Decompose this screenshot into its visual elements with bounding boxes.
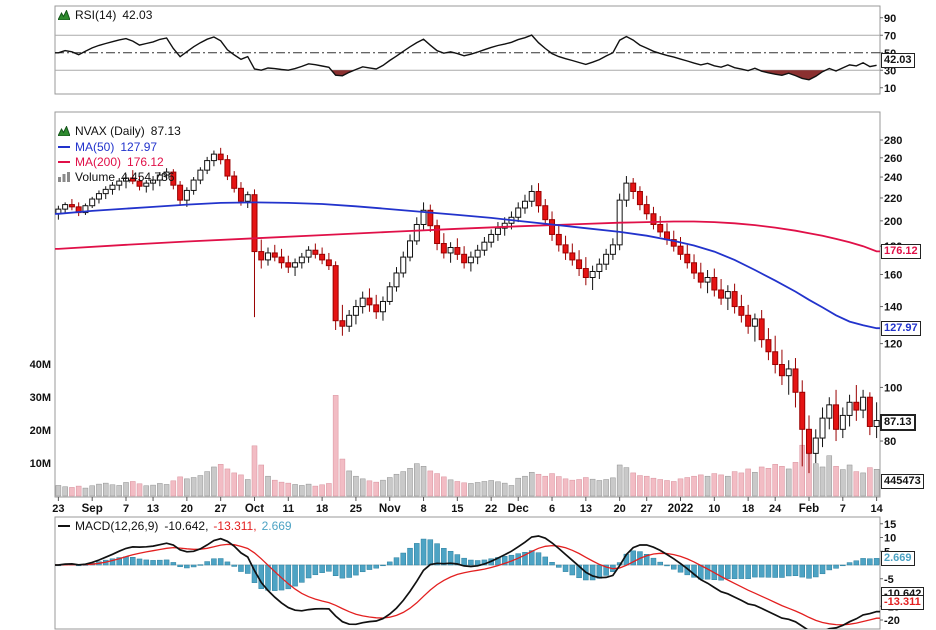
svg-text:11: 11 — [282, 503, 294, 515]
volume-axis-labels: 40M 30M 20M 10M — [30, 359, 51, 470]
svg-text:Nov: Nov — [379, 503, 401, 515]
svg-text:120: 120 — [884, 339, 902, 351]
svg-text:30M: 30M — [30, 392, 51, 404]
volume-box: 445473 — [881, 474, 924, 490]
svg-text:80: 80 — [884, 436, 896, 448]
volume-series — [55, 395, 880, 497]
rsi-legend-label: RSI(14) — [75, 8, 117, 22]
ma200-line — [55, 220, 880, 253]
svg-text:Sep: Sep — [82, 503, 103, 515]
svg-text:20M: 20M — [30, 425, 51, 437]
rsi-value-box: 42.03 — [881, 52, 915, 68]
svg-text:15: 15 — [884, 519, 896, 531]
ma200-value: 176.12 — [127, 155, 164, 169]
svg-text:24: 24 — [769, 503, 782, 515]
svg-text:240: 240 — [884, 172, 902, 184]
symbol-label: NVAX (Daily) — [75, 124, 145, 138]
macd-legend-label: MACD(12,26,9) — [75, 519, 159, 533]
svg-text:7: 7 — [840, 503, 846, 515]
svg-text:Feb: Feb — [799, 503, 819, 515]
rsi-series — [55, 34, 877, 81]
svg-text:15: 15 — [451, 503, 463, 515]
macd-legend: MACD(12,26,9) -10.642, -13.311, 2.669 — [58, 519, 292, 533]
symbol-last-price: 87.13 — [150, 124, 181, 138]
rsi-icon — [58, 10, 70, 20]
macd-box-hist: 2.669 — [881, 550, 915, 566]
symbol-icon — [58, 126, 70, 136]
svg-text:8: 8 — [420, 503, 426, 515]
volume-value: 4,454,736 — [121, 170, 175, 184]
candles — [55, 147, 880, 474]
volume-legend: Volume 4,454,736 — [58, 170, 174, 184]
svg-text:260: 260 — [884, 153, 902, 165]
ma200-line-icon — [58, 161, 70, 163]
svg-text:18: 18 — [742, 503, 754, 515]
price-box-ma50: 127.97 — [881, 321, 921, 337]
symbol-legend: NVAX (Daily) 87.13 — [58, 124, 181, 138]
macd-line-icon — [58, 525, 70, 527]
svg-text:40M: 40M — [30, 359, 51, 371]
svg-text:200: 200 — [884, 216, 902, 228]
price-axis-labels: 28026024022020018016014012010080 — [880, 135, 902, 448]
svg-text:30: 30 — [884, 65, 896, 77]
svg-text:13: 13 — [147, 503, 159, 515]
svg-text:20: 20 — [614, 503, 626, 515]
ma200-legend: MA(200) 176.12 — [58, 155, 164, 169]
svg-text:20: 20 — [181, 503, 193, 515]
svg-text:7: 7 — [123, 503, 129, 515]
svg-text:23: 23 — [52, 503, 64, 515]
macd-axis-labels: 15105-5-15-20 — [880, 519, 900, 627]
price-series — [55, 147, 880, 497]
macd-hist-value: 2.669 — [261, 519, 292, 533]
svg-text:220: 220 — [884, 193, 902, 205]
svg-text:100: 100 — [884, 382, 902, 394]
volume-bars-icon — [58, 172, 70, 182]
svg-text:10: 10 — [884, 533, 896, 545]
svg-text:27: 27 — [641, 503, 653, 515]
svg-text:Oct: Oct — [245, 503, 264, 515]
svg-text:280: 280 — [884, 135, 902, 147]
price-box-ma200: 176.12 — [881, 244, 921, 260]
ma50-legend: MA(50) 127.97 — [58, 140, 157, 154]
x-axis-labels: 23 Sep 7 13 20 27 Oct 11 18 25 Nov 8 15 22 Dec 6 13 20 27 2… — [52, 497, 884, 515]
svg-text:140: 140 — [884, 302, 902, 314]
svg-text:13: 13 — [580, 503, 592, 515]
svg-text:90: 90 — [884, 13, 896, 25]
macd-signal-line — [55, 543, 880, 626]
macd-series — [55, 535, 880, 629]
ma50-label: MA(50) — [75, 140, 115, 154]
volume-label: Volume — [75, 170, 116, 184]
svg-text:70: 70 — [884, 30, 896, 42]
rsi-legend-value: 42.03 — [122, 8, 153, 22]
svg-text:14: 14 — [870, 503, 883, 515]
svg-text:2022: 2022 — [668, 503, 694, 515]
svg-text:18: 18 — [316, 503, 328, 515]
ma50-line — [55, 201, 880, 330]
svg-text:25: 25 — [350, 503, 362, 515]
macd-box-signal: -13.311 — [881, 594, 924, 610]
ma50-line-icon — [58, 146, 70, 148]
svg-text:6: 6 — [549, 503, 555, 515]
svg-text:10: 10 — [884, 83, 896, 95]
svg-text:22: 22 — [485, 503, 497, 515]
macd-signal-value: -13.311, — [213, 519, 257, 533]
svg-text:Dec: Dec — [508, 503, 530, 515]
price-box-close: 87.13 — [880, 413, 916, 431]
svg-text:-5: -5 — [884, 574, 894, 586]
svg-text:160: 160 — [884, 269, 902, 281]
macd-main-line — [55, 535, 880, 629]
rsi-legend: RSI(14) 42.03 — [58, 8, 152, 22]
svg-text:10: 10 — [708, 503, 720, 515]
macd-value: -10.642, — [164, 519, 209, 533]
svg-text:27: 27 — [215, 503, 227, 515]
ma50-value: 127.97 — [120, 140, 158, 154]
svg-text:10M: 10M — [30, 458, 51, 470]
ma200-label: MA(200) — [75, 155, 122, 169]
svg-text:-20: -20 — [884, 615, 900, 627]
